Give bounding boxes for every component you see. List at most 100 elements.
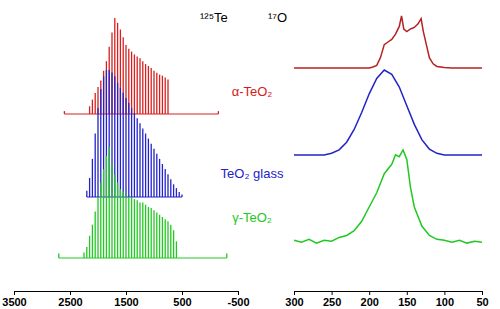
sideband (159, 215, 160, 258)
series (294, 150, 482, 243)
x-tick-mark (294, 291, 295, 295)
sideband (153, 71, 154, 114)
x-axis: 3500 2500 1500 500 -500 (2, 291, 249, 308)
sideband (92, 225, 93, 258)
sideband (165, 169, 166, 197)
sideband (125, 98, 126, 197)
x-tick-label: 200 (361, 296, 379, 308)
sideband (156, 154, 157, 197)
sideband (165, 78, 166, 114)
sideband (117, 183, 118, 258)
sideband (151, 208, 152, 258)
x-tick-mark (238, 291, 239, 295)
sideband (114, 175, 115, 258)
x-tick-mark (332, 291, 333, 295)
x-axis: 300 250 200 150 100 50 (285, 291, 488, 308)
sideband (218, 111, 219, 114)
sideband (131, 108, 132, 197)
x-tick-mark (14, 291, 15, 295)
sideband (95, 134, 96, 198)
x-tick-label: 50 (476, 296, 488, 308)
sideband (92, 159, 93, 197)
sideband (103, 169, 104, 258)
sideband (151, 68, 152, 114)
figure: α-TeO₂TeO₂ glassγ-TeO₂350025001500500-50… (0, 0, 500, 309)
sideband (86, 247, 87, 258)
x-tick: 300 (285, 291, 303, 308)
sideband (123, 191, 124, 258)
x-tick-label: 500 (173, 296, 191, 308)
x-tick: 1500 (114, 291, 138, 308)
sideband (156, 73, 157, 114)
sideband (167, 221, 168, 258)
sideband (125, 195, 126, 258)
sideband (139, 123, 140, 197)
sideband (97, 108, 98, 197)
sideband (159, 75, 160, 114)
plot-area (59, 18, 227, 258)
sideband (167, 79, 168, 114)
sideband (173, 184, 174, 197)
sideband (142, 203, 143, 259)
panel-0: α-TeO₂TeO₂ glassγ-TeO₂350025001500500-50… (2, 10, 284, 308)
x-tick-label: 3500 (2, 296, 26, 308)
spectrum-line (294, 16, 482, 68)
series (64, 18, 218, 114)
x-tick: 100 (436, 291, 454, 308)
sideband (181, 194, 182, 197)
sideband (134, 54, 135, 114)
sideband (142, 61, 143, 114)
sideband (173, 230, 174, 258)
sideband (86, 191, 87, 197)
sideband (134, 199, 135, 258)
sideband (131, 52, 132, 114)
chart-title: ¹²⁵Te (200, 10, 228, 25)
sideband (128, 197, 129, 258)
x-tick-label: -500 (227, 296, 249, 308)
x-tick-label: 250 (323, 296, 341, 308)
sideband (117, 83, 118, 197)
sideband (139, 58, 140, 114)
sideband (148, 66, 149, 114)
x-tick-mark (407, 291, 408, 295)
series (87, 70, 182, 197)
x-tick: 250 (323, 291, 341, 308)
chart-title: ¹⁷O (268, 10, 287, 25)
sideband (145, 205, 146, 258)
sideband (106, 156, 107, 258)
series (294, 16, 482, 68)
sideband (167, 174, 168, 197)
sideband (95, 93, 96, 114)
sideband (92, 100, 93, 114)
sideband (111, 164, 112, 258)
sideband (58, 254, 59, 258)
x-tick-mark (444, 291, 445, 295)
sideband (134, 113, 135, 197)
x-tick-mark (182, 291, 183, 295)
sideband (159, 159, 160, 197)
x-tick: 2500 (58, 291, 82, 308)
sideband (162, 217, 163, 258)
sideband (142, 128, 143, 197)
x-tick: 50 (476, 291, 488, 308)
x-tick: 500 (173, 291, 191, 308)
sideband (165, 219, 166, 258)
x-tick: 3500 (2, 291, 26, 308)
x-tick-label: 2500 (58, 296, 82, 308)
sideband (131, 197, 132, 258)
series-label: γ-TeO₂ (232, 210, 272, 225)
x-axis-line (15, 292, 239, 296)
sideband (153, 149, 154, 197)
sideband (139, 203, 140, 259)
sideband (137, 118, 138, 197)
x-tick-mark (70, 291, 71, 295)
sideband (176, 241, 177, 258)
sideband (170, 179, 171, 197)
sideband (100, 89, 101, 197)
spectrum-line (294, 150, 482, 243)
x-tick: 150 (398, 291, 416, 308)
sideband (145, 134, 146, 198)
x-tick-mark (482, 291, 483, 295)
x-tick-label: 1500 (114, 296, 138, 308)
x-tick-label: 150 (398, 296, 416, 308)
